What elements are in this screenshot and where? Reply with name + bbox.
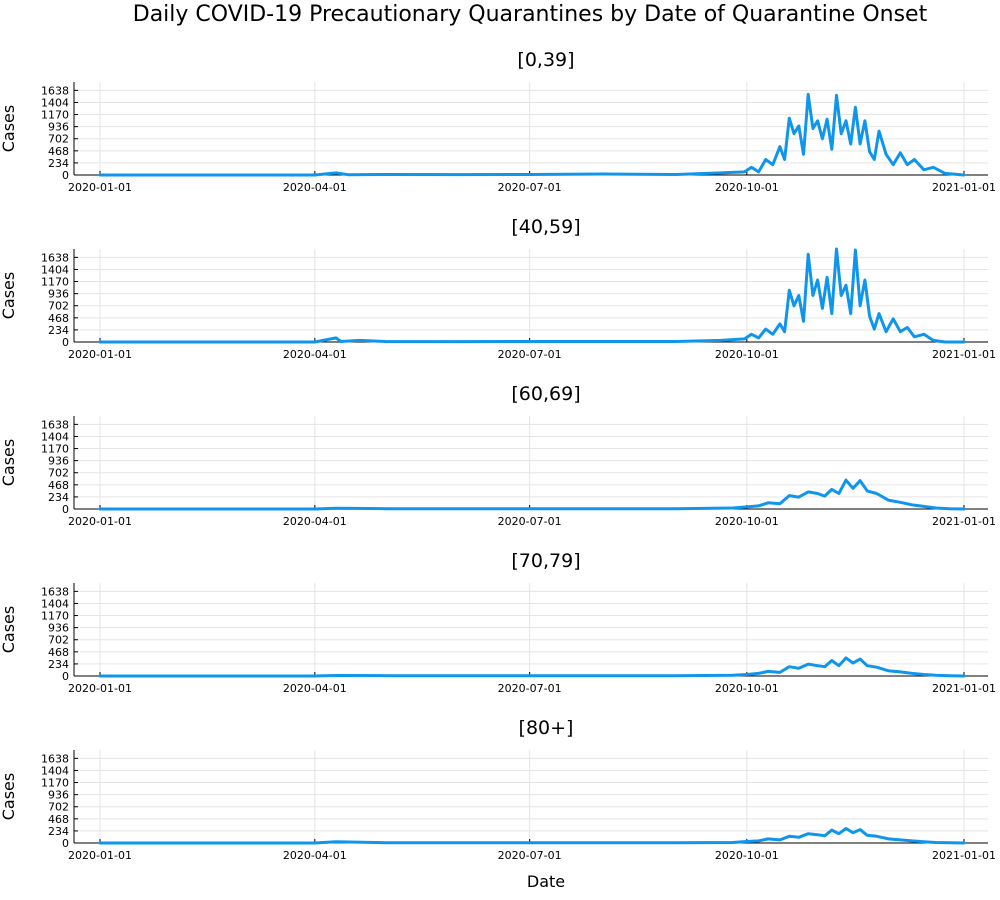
series-line <box>98 827 966 845</box>
y-tick-label: 1404 <box>41 430 69 443</box>
y-tick-label: 1638 <box>41 84 69 97</box>
y-tick-label: 1170 <box>41 276 69 289</box>
y-tick-label: 468 <box>48 145 69 158</box>
x-tick-label: 2021-01-01 <box>932 348 996 361</box>
x-tick-label: 2020-01-01 <box>68 348 132 361</box>
y-tick-label: 1170 <box>41 109 69 122</box>
x-tick-label: 2020-07-01 <box>498 348 562 361</box>
y-tick-label: 936 <box>48 455 69 468</box>
x-tick-label: 2020-10-01 <box>715 515 779 528</box>
y-axis-label: Cases <box>0 606 18 654</box>
y-tick-label: 234 <box>48 658 69 671</box>
y-tick-label: 1638 <box>41 418 69 431</box>
y-tick-label: 936 <box>48 288 69 301</box>
y-tick-label: 0 <box>62 169 69 182</box>
x-tick-label: 2021-01-01 <box>932 181 996 194</box>
x-tick-label: 2020-04-01 <box>283 849 347 862</box>
x-tick-label: 2020-04-01 <box>283 515 347 528</box>
y-tick-label: 936 <box>48 789 69 802</box>
y-tick-label: 1638 <box>41 251 69 264</box>
y-tick-label: 468 <box>48 479 69 492</box>
series-line <box>98 247 966 344</box>
y-tick-label: 702 <box>48 133 69 146</box>
x-tick-label: 2020-07-01 <box>498 515 562 528</box>
y-tick-label: 1404 <box>41 96 69 109</box>
x-tick-label: 2020-10-01 <box>715 181 779 194</box>
x-tick-label: 2020-04-01 <box>283 181 347 194</box>
y-tick-label: 1170 <box>41 443 69 456</box>
x-tick-label: 2021-01-01 <box>932 515 996 528</box>
x-tick-label: 2021-01-01 <box>932 849 996 862</box>
x-tick-label: 2020-01-01 <box>68 515 132 528</box>
x-tick-label: 2020-07-01 <box>498 849 562 862</box>
y-tick-label: 0 <box>62 670 69 683</box>
y-tick-label: 702 <box>48 300 69 313</box>
x-tick-label: 2020-07-01 <box>498 181 562 194</box>
chart-title: Daily COVID-19 Precautionary Quarantines… <box>132 2 928 27</box>
y-tick-label: 702 <box>48 634 69 647</box>
y-axis-label: Cases <box>0 105 18 153</box>
y-tick-label: 468 <box>48 813 69 826</box>
y-axis-label: Cases <box>0 773 18 821</box>
panel-title: [80+] <box>519 717 574 739</box>
x-tick-label: 2020-10-01 <box>715 849 779 862</box>
y-tick-label: 234 <box>48 491 69 504</box>
y-axis-label: Cases <box>0 439 18 487</box>
series-line <box>98 478 966 511</box>
y-tick-label: 936 <box>48 622 69 635</box>
y-tick-label: 1638 <box>41 752 69 765</box>
y-tick-label: 1404 <box>41 263 69 276</box>
panel-title: [40,59] <box>511 216 580 238</box>
x-tick-label: 2020-04-01 <box>283 348 347 361</box>
y-tick-label: 0 <box>62 503 69 516</box>
x-tick-label: 2020-01-01 <box>68 181 132 194</box>
series-line <box>98 656 966 678</box>
series-line <box>98 92 966 177</box>
y-tick-label: 0 <box>62 336 69 349</box>
y-tick-label: 1404 <box>41 597 69 610</box>
x-tick-label: 2020-10-01 <box>715 348 779 361</box>
panel-title: [70,79] <box>511 550 580 572</box>
y-tick-label: 234 <box>48 324 69 337</box>
y-tick-label: 234 <box>48 157 69 170</box>
y-tick-label: 702 <box>48 467 69 480</box>
y-tick-label: 234 <box>48 825 69 838</box>
x-tick-label: 2020-04-01 <box>283 682 347 695</box>
x-tick-label: 2021-01-01 <box>932 682 996 695</box>
x-tick-label: 2020-10-01 <box>715 682 779 695</box>
y-tick-label: 1404 <box>41 764 69 777</box>
panel-title: [60,69] <box>511 383 580 405</box>
y-tick-label: 1170 <box>41 610 69 623</box>
x-tick-label: 2020-01-01 <box>68 849 132 862</box>
y-tick-label: 1638 <box>41 585 69 598</box>
x-tick-label: 2020-01-01 <box>68 682 132 695</box>
y-tick-label: 468 <box>48 646 69 659</box>
x-tick-label: 2020-07-01 <box>498 682 562 695</box>
y-axis-label: Cases <box>0 272 18 320</box>
panel-title: [0,39] <box>517 49 574 71</box>
y-tick-label: 936 <box>48 121 69 134</box>
y-tick-label: 1170 <box>41 777 69 790</box>
y-tick-label: 702 <box>48 801 69 814</box>
y-tick-label: 0 <box>62 837 69 850</box>
x-axis-label: Date <box>527 872 565 891</box>
y-tick-label: 468 <box>48 312 69 325</box>
